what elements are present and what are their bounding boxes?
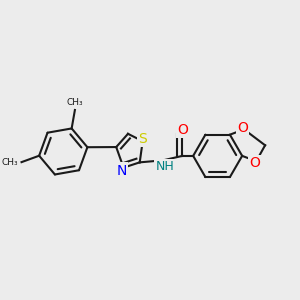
Text: N: N	[117, 164, 127, 178]
Text: CH₃: CH₃	[2, 158, 19, 166]
Text: O: O	[249, 156, 260, 170]
Text: S: S	[138, 132, 147, 146]
Text: O: O	[237, 121, 248, 135]
Text: O: O	[177, 123, 188, 137]
Text: NH: NH	[155, 160, 174, 173]
Text: CH₃: CH₃	[67, 98, 83, 107]
